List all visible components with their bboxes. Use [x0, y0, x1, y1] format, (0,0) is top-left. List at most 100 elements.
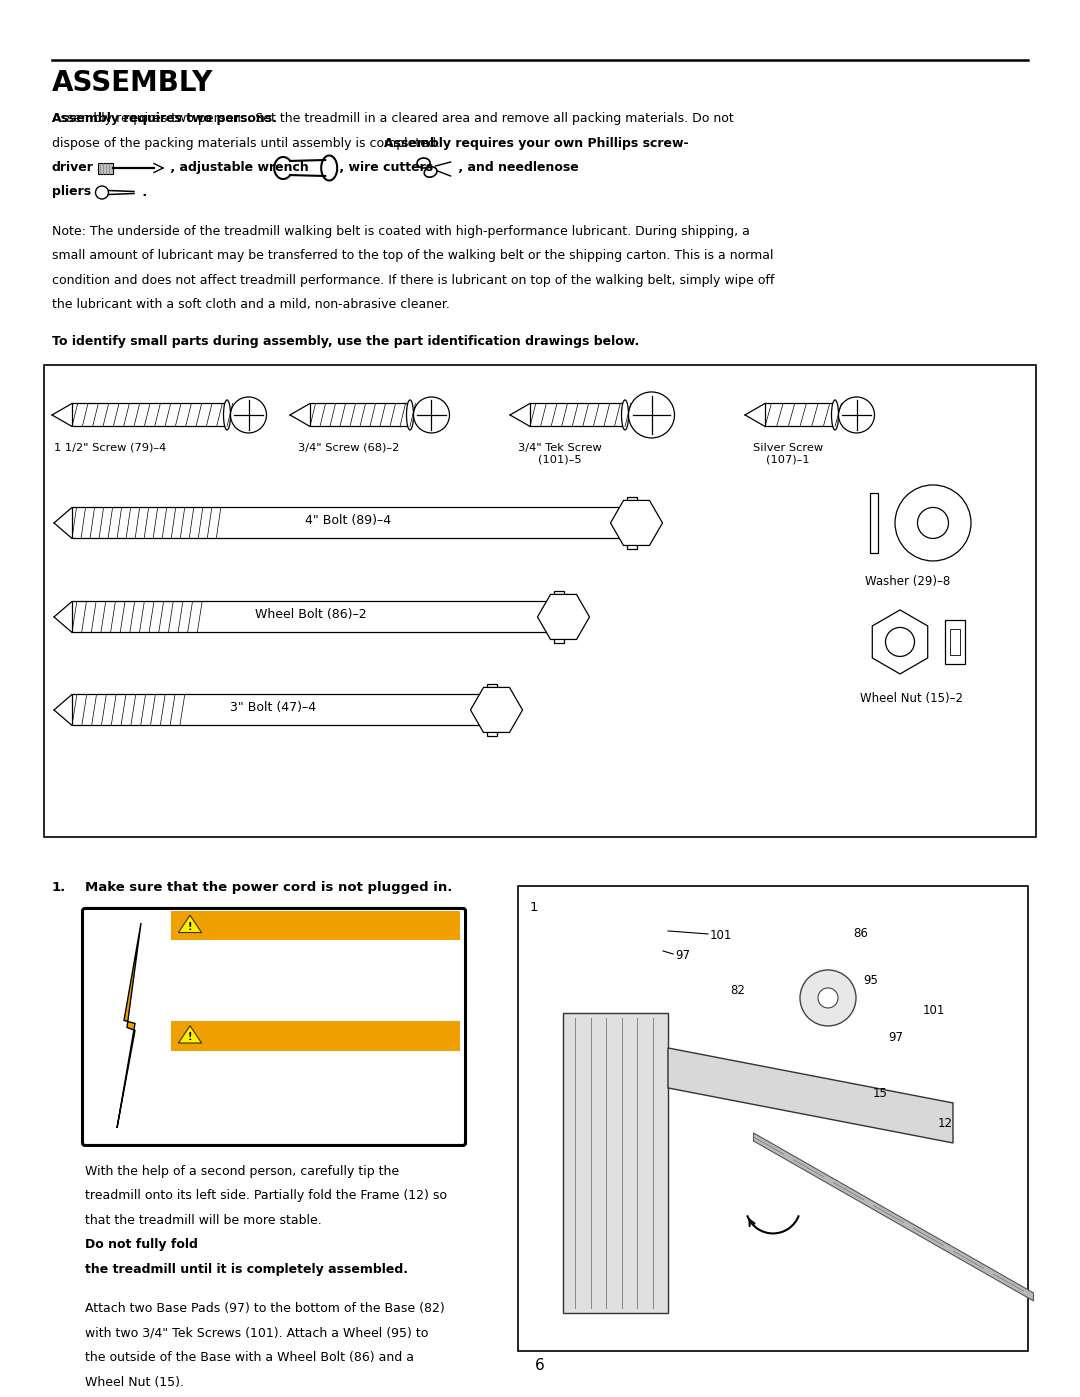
Text: the outside of the Base with a Wheel Bolt (86) and a: the outside of the Base with a Wheel Bol… — [85, 1351, 414, 1363]
Text: 1.: 1. — [52, 882, 66, 894]
Bar — [72, 694, 487, 725]
Text: Wheel Nut (15)–2: Wheel Nut (15)–2 — [860, 692, 963, 705]
Text: To identify small parts during assembly, use the part identification drawings be: To identify small parts during assembly,… — [52, 335, 639, 348]
Circle shape — [800, 970, 856, 1025]
Text: Washer (29)–8: Washer (29)–8 — [865, 576, 950, 588]
Text: 3/4" Tek Screw
(101)–5: 3/4" Tek Screw (101)–5 — [518, 443, 602, 465]
Text: • Débranchez le tapis roulant Avant: • Débranchez le tapis roulant Avant — [177, 1092, 373, 1104]
Text: Assembly requires your own Phillips screw-: Assembly requires your own Phillips scre… — [384, 137, 689, 149]
Bar — [310, 404, 410, 426]
Text: 97: 97 — [888, 1031, 903, 1045]
Text: , wire cutters: , wire cutters — [335, 161, 433, 175]
Text: • Tension Dangereuse: • Tension Dangereuse — [177, 1058, 297, 1067]
Bar — [765, 404, 835, 426]
Text: 1 1/2" Screw (79)–4: 1 1/2" Screw (79)–4 — [54, 443, 166, 453]
Polygon shape — [178, 915, 202, 933]
Bar — [44, 365, 1036, 837]
Text: .: . — [138, 186, 147, 198]
Text: small amount of lubricant may be transferred to the top of the walking belt or t: small amount of lubricant may be transfe… — [52, 249, 773, 263]
Text: 101: 101 — [923, 1004, 945, 1017]
Bar — [171, 911, 460, 940]
Text: • Risque de Choc Électrique: • Risque de Choc Électrique — [177, 1076, 330, 1087]
Text: 15: 15 — [873, 1087, 888, 1101]
Text: , adjustable wrench: , adjustable wrench — [166, 161, 309, 175]
Text: Silver Screw
(107)–1: Silver Screw (107)–1 — [753, 443, 823, 465]
Bar — [945, 620, 966, 664]
Text: 86: 86 — [853, 928, 868, 940]
Circle shape — [414, 397, 449, 433]
Text: ATTENTION: ATTENTION — [206, 1027, 312, 1044]
Text: dispose of the packing materials until assembly is completed.: dispose of the packing materials until a… — [52, 137, 444, 149]
Text: treadmill onto its left side. Partially fold the Frame (12) so: treadmill onto its left side. Partially … — [85, 1189, 447, 1203]
Ellipse shape — [621, 400, 629, 430]
Circle shape — [230, 397, 267, 433]
Circle shape — [918, 507, 948, 538]
Text: 6: 6 — [535, 1358, 545, 1373]
Text: , and needlenose: , and needlenose — [454, 161, 579, 175]
Text: Attach two Base Pads (97) to the bottom of the Base (82): Attach two Base Pads (97) to the bottom … — [85, 1302, 445, 1315]
Text: • Risk of Electric Shock: • Risk of Electric Shock — [177, 965, 303, 975]
Text: 1: 1 — [530, 901, 539, 914]
Bar — [72, 602, 554, 633]
Text: 97: 97 — [675, 950, 690, 963]
Circle shape — [818, 988, 838, 1009]
Bar — [72, 507, 627, 538]
Bar — [87, 914, 170, 1140]
Ellipse shape — [406, 400, 414, 430]
Text: Assembly requires two persons.: Assembly requires two persons. — [52, 112, 276, 124]
Text: • Unplug Treadmill before: • Unplug Treadmill before — [177, 982, 318, 992]
Ellipse shape — [832, 400, 838, 430]
Bar — [563, 1013, 669, 1313]
Text: !: ! — [188, 1032, 192, 1042]
Bar — [627, 497, 636, 549]
Text: • Hazardous Voltage: • Hazardous Voltage — [177, 947, 289, 957]
Text: the treadmill until it is completely assembled.: the treadmill until it is completely ass… — [85, 1263, 408, 1275]
Ellipse shape — [224, 400, 230, 430]
Bar — [487, 685, 497, 736]
Text: with two 3/4" Tek Screws (101). Attach a Wheel (95) to: with two 3/4" Tek Screws (101). Attach a… — [85, 1327, 429, 1340]
Bar — [870, 493, 877, 553]
Polygon shape — [754, 1133, 1034, 1301]
Text: 82: 82 — [730, 985, 745, 997]
Polygon shape — [669, 1048, 953, 1143]
Polygon shape — [471, 687, 523, 732]
Text: With the help of a second person, carefully tip the: With the help of a second person, carefu… — [85, 1165, 400, 1178]
Text: the lubricant with a soft cloth and a mild, non-abrasive cleaner.: the lubricant with a soft cloth and a mi… — [52, 298, 450, 312]
Polygon shape — [178, 1025, 202, 1044]
Polygon shape — [873, 610, 928, 673]
Text: • Assembly/ Disassembly: • Assembly/ Disassembly — [177, 1000, 315, 1010]
Text: condition and does not affect treadmill performance. If there is lubricant on to: condition and does not affect treadmill … — [52, 274, 774, 286]
Text: • l'Assemblage/Désassemblage: • l'Assemblage/Désassemblage — [177, 1111, 349, 1120]
Text: ASSEMBLY: ASSEMBLY — [52, 68, 214, 96]
Text: 95: 95 — [863, 975, 878, 988]
Text: 3" Bolt (47)–4: 3" Bolt (47)–4 — [230, 701, 315, 714]
FancyBboxPatch shape — [82, 908, 465, 1146]
Text: Wheel Bolt (86)–2: Wheel Bolt (86)–2 — [255, 609, 367, 622]
Text: Do not fully fold: Do not fully fold — [85, 1239, 198, 1252]
Text: pliers: pliers — [52, 186, 91, 198]
Circle shape — [895, 485, 971, 562]
Text: that the treadmill will be more stable.: that the treadmill will be more stable. — [85, 1214, 326, 1227]
Text: 101: 101 — [710, 929, 732, 943]
Text: Wheel Nut (15).: Wheel Nut (15). — [85, 1376, 184, 1389]
Bar — [98, 162, 112, 173]
Polygon shape — [117, 923, 141, 1127]
Bar — [554, 591, 564, 643]
Polygon shape — [538, 595, 590, 640]
Text: Note: The underside of the treadmill walking belt is coated with high-performanc: Note: The underside of the treadmill wal… — [52, 225, 750, 237]
Text: 4" Bolt (89)–4: 4" Bolt (89)–4 — [306, 514, 391, 528]
Text: 3/4" Screw (68)–2: 3/4" Screw (68)–2 — [298, 443, 400, 453]
Circle shape — [838, 397, 875, 433]
Bar — [950, 629, 960, 655]
Text: Assembly requires two persons. Set the treadmill in a cleared area and remove al: Assembly requires two persons. Set the t… — [52, 112, 733, 124]
Bar — [171, 1021, 460, 1051]
Bar — [72, 404, 227, 426]
Polygon shape — [610, 500, 662, 545]
Bar — [518, 886, 1028, 1351]
Bar — [530, 404, 625, 426]
Text: 12: 12 — [939, 1118, 953, 1130]
Text: WARNING: WARNING — [206, 915, 297, 933]
Circle shape — [886, 627, 915, 657]
Circle shape — [629, 393, 675, 437]
Text: driver: driver — [52, 161, 94, 175]
